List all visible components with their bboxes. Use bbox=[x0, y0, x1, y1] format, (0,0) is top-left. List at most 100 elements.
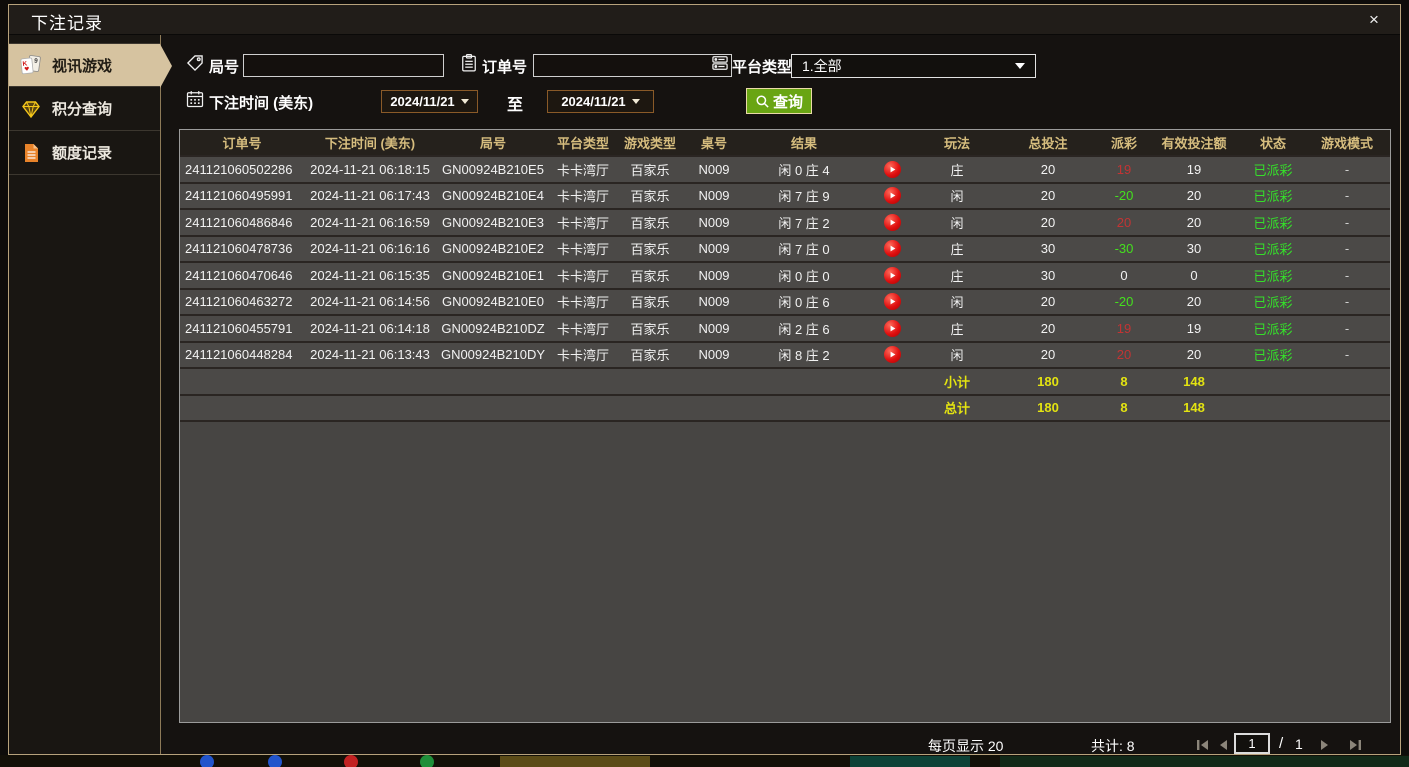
play-video-icon[interactable] bbox=[883, 187, 901, 205]
column-header: 局号 bbox=[479, 136, 506, 151]
cell-total-bet: 20 bbox=[1040, 161, 1056, 177]
cell-bet-time: 2024-11-21 06:13:43 bbox=[310, 347, 430, 363]
cell-mode: - bbox=[1344, 267, 1350, 283]
dialog-title: 下注记录 bbox=[31, 14, 103, 33]
cell-table-no: N009 bbox=[698, 294, 730, 310]
column-header: 桌号 bbox=[700, 136, 727, 151]
sidebar-item-video-games[interactable]: 9 K 视讯游戏 bbox=[9, 43, 172, 88]
cell-status: 已派彩 bbox=[1253, 162, 1293, 178]
play-video-icon[interactable] bbox=[883, 160, 901, 178]
platform-select-value: 1.全部 bbox=[802, 58, 842, 74]
cell-mode: - bbox=[1344, 214, 1350, 230]
cell-bet-time: 2024-11-21 06:14:56 bbox=[310, 294, 430, 310]
order-input[interactable] bbox=[533, 54, 732, 77]
cell-play: 庄 bbox=[950, 242, 964, 258]
cell-platform: 卡卡湾厅 bbox=[556, 242, 609, 258]
sidebar-item-points-query[interactable]: 积分查询 bbox=[9, 87, 160, 131]
cell-mode: - bbox=[1344, 161, 1350, 177]
grand-total-payout: 8 bbox=[1120, 400, 1128, 416]
cell-game-type: 百家乐 bbox=[630, 321, 670, 337]
cell-play: 闲 bbox=[950, 189, 964, 205]
cell-order-id: 241121060486846 bbox=[185, 214, 293, 230]
cell-platform: 卡卡湾厅 bbox=[556, 189, 609, 205]
platform-list-icon bbox=[710, 53, 730, 73]
sidebar-item-label: 额度记录 bbox=[52, 145, 113, 162]
search-icon bbox=[755, 94, 770, 109]
table-header-row: 订单号 下注时间 (美东) 局号 平台类型 游戏类型 桌号 结果 玩法 总投注 派彩 有效投注额 状态… bbox=[180, 130, 1390, 157]
cell-play-icon bbox=[864, 157, 920, 182]
date-to-picker[interactable]: 2024/11/21 bbox=[547, 90, 654, 113]
play-video-icon[interactable] bbox=[883, 240, 901, 258]
play-video-icon[interactable] bbox=[883, 293, 901, 311]
cell-game-type: 百家乐 bbox=[630, 162, 670, 178]
play-video-icon[interactable] bbox=[883, 319, 901, 337]
cell-total-bet: 20 bbox=[1040, 294, 1056, 310]
play-video-icon[interactable] bbox=[883, 266, 901, 284]
cell-table-no: N009 bbox=[698, 161, 730, 177]
cell-status: 已派彩 bbox=[1253, 215, 1293, 231]
first-page-icon[interactable] bbox=[1195, 738, 1211, 752]
round-input[interactable] bbox=[243, 54, 444, 77]
next-page-icon[interactable] bbox=[1317, 738, 1333, 752]
svg-text:K: K bbox=[22, 60, 28, 67]
cell-valid-bet: 19 bbox=[1186, 161, 1202, 177]
cell-order-id: 241121060470646 bbox=[185, 267, 293, 283]
cell-order-id: 241121060495991 bbox=[185, 188, 293, 204]
cell-payout: -20 bbox=[1114, 294, 1134, 310]
cell-result: 闲 0 庄 0 bbox=[778, 268, 830, 284]
grand-total-total-bet: 180 bbox=[1037, 400, 1059, 416]
table-row: 241121060448284 2024-11-21 06:13:43 GN0092… bbox=[180, 342, 1390, 369]
platform-select[interactable]: 1.全部 bbox=[791, 54, 1036, 78]
cell-table-no: N009 bbox=[698, 320, 730, 336]
play-video-icon[interactable] bbox=[883, 213, 901, 231]
cell-platform: 卡卡湾厅 bbox=[556, 348, 609, 364]
chevron-down-icon bbox=[1015, 63, 1025, 69]
bet-time-label: 下注时间 (美东) bbox=[209, 95, 314, 112]
cell-round-id: GN00924B210E3 bbox=[442, 214, 544, 230]
diamond-icon bbox=[19, 97, 43, 121]
cell-mode: - bbox=[1344, 294, 1350, 310]
cell-round-id: GN00924B210DY bbox=[440, 347, 546, 363]
column-header: 下注时间 (美东) bbox=[324, 136, 416, 151]
sidebar: 9 K 视讯游戏 积分查询 bbox=[9, 35, 172, 754]
table-body: 241121060502286 2024-11-21 06:18:15 GN0092… bbox=[180, 157, 1390, 369]
cell-status: 已派彩 bbox=[1253, 321, 1293, 337]
total-pages-label: 1 bbox=[1295, 736, 1303, 752]
cell-order-id: 241121060455791 bbox=[185, 320, 293, 336]
cell-total-bet: 20 bbox=[1040, 347, 1056, 363]
bet-records-table: 订单号 下注时间 (美东) 局号 平台类型 游戏类型 桌号 结果 玩法 总投注 派彩 有效投注额 状态… bbox=[179, 129, 1391, 723]
cell-order-id: 241121060463272 bbox=[185, 294, 293, 310]
close-icon[interactable]: × bbox=[1369, 10, 1379, 29]
cell-payout: 20 bbox=[1116, 347, 1132, 363]
total-count-label: 共计: 8 bbox=[1091, 738, 1135, 754]
cell-total-bet: 30 bbox=[1040, 241, 1056, 257]
cell-status: 已派彩 bbox=[1253, 348, 1293, 364]
subtotal-payout: 8 bbox=[1120, 373, 1128, 389]
subtotal-valid-bet: 148 bbox=[1183, 373, 1205, 389]
query-button[interactable]: 查询 bbox=[746, 88, 813, 114]
cell-total-bet: 20 bbox=[1040, 214, 1056, 230]
cell-play: 庄 bbox=[950, 162, 964, 178]
cell-payout: 20 bbox=[1116, 214, 1132, 230]
cell-result: 闲 0 庄 6 bbox=[778, 295, 830, 311]
query-button-label: 查询 bbox=[773, 93, 804, 111]
table-row: 241121060478736 2024-11-21 06:16:16 GN0092… bbox=[180, 236, 1390, 263]
cell-table-no: N009 bbox=[698, 347, 730, 363]
cell-bet-time: 2024-11-21 06:17:43 bbox=[310, 188, 430, 204]
page-number-input[interactable] bbox=[1234, 733, 1270, 754]
cell-round-id: GN00924B210E5 bbox=[442, 161, 544, 177]
prev-page-icon[interactable] bbox=[1215, 738, 1231, 752]
tag-icon bbox=[185, 53, 205, 73]
cell-status: 已派彩 bbox=[1253, 295, 1293, 311]
subtotal-label: 小计 bbox=[943, 374, 970, 390]
cell-play-icon bbox=[864, 210, 920, 235]
background-bead-icon bbox=[344, 755, 358, 767]
last-page-icon[interactable] bbox=[1347, 738, 1363, 752]
round-label: 局号 bbox=[209, 59, 240, 76]
sidebar-item-quota-records[interactable]: 额度记录 bbox=[9, 131, 160, 175]
play-video-icon[interactable] bbox=[883, 346, 901, 364]
background-texture bbox=[850, 756, 970, 767]
svg-text:9: 9 bbox=[34, 58, 39, 65]
cell-game-type: 百家乐 bbox=[630, 189, 670, 205]
date-from-picker[interactable]: 2024/11/21 bbox=[381, 90, 478, 113]
